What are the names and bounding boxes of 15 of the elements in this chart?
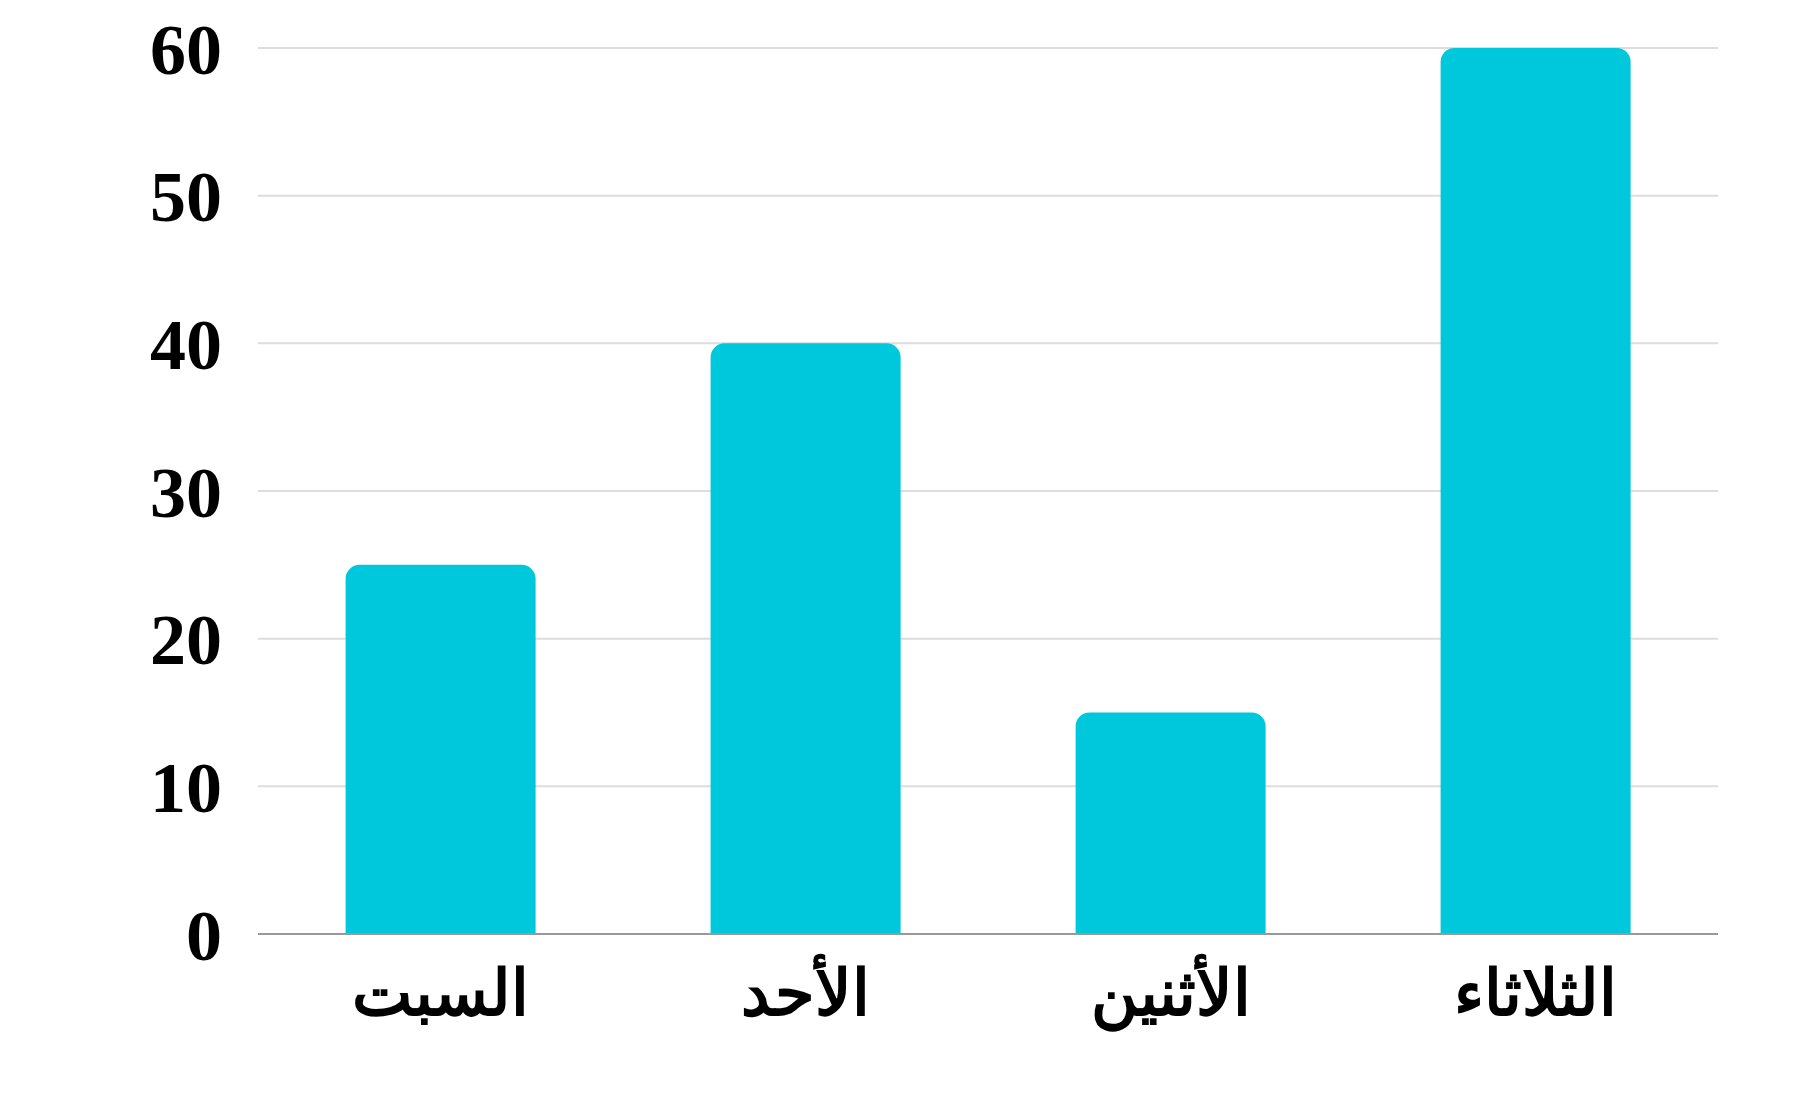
- x-tick-label: الأحد: [741, 953, 870, 1030]
- bar: [710, 343, 901, 934]
- y-tick-label: 10: [150, 747, 222, 828]
- bar: [1440, 48, 1631, 934]
- y-tick-label: 0: [186, 895, 222, 976]
- y-tick-label: 50: [150, 157, 222, 238]
- x-tick-label: الثلاثاء: [1454, 958, 1617, 1030]
- x-tick-label: الأثنين: [1090, 953, 1251, 1033]
- x-tick-label: السبت: [352, 958, 529, 1030]
- y-tick-label: 30: [150, 452, 222, 533]
- y-tick-label: 60: [150, 9, 222, 90]
- y-tick-label: 20: [150, 600, 222, 681]
- y-tick-label: 40: [150, 304, 222, 385]
- bar: [1075, 712, 1266, 934]
- bar: [345, 564, 536, 934]
